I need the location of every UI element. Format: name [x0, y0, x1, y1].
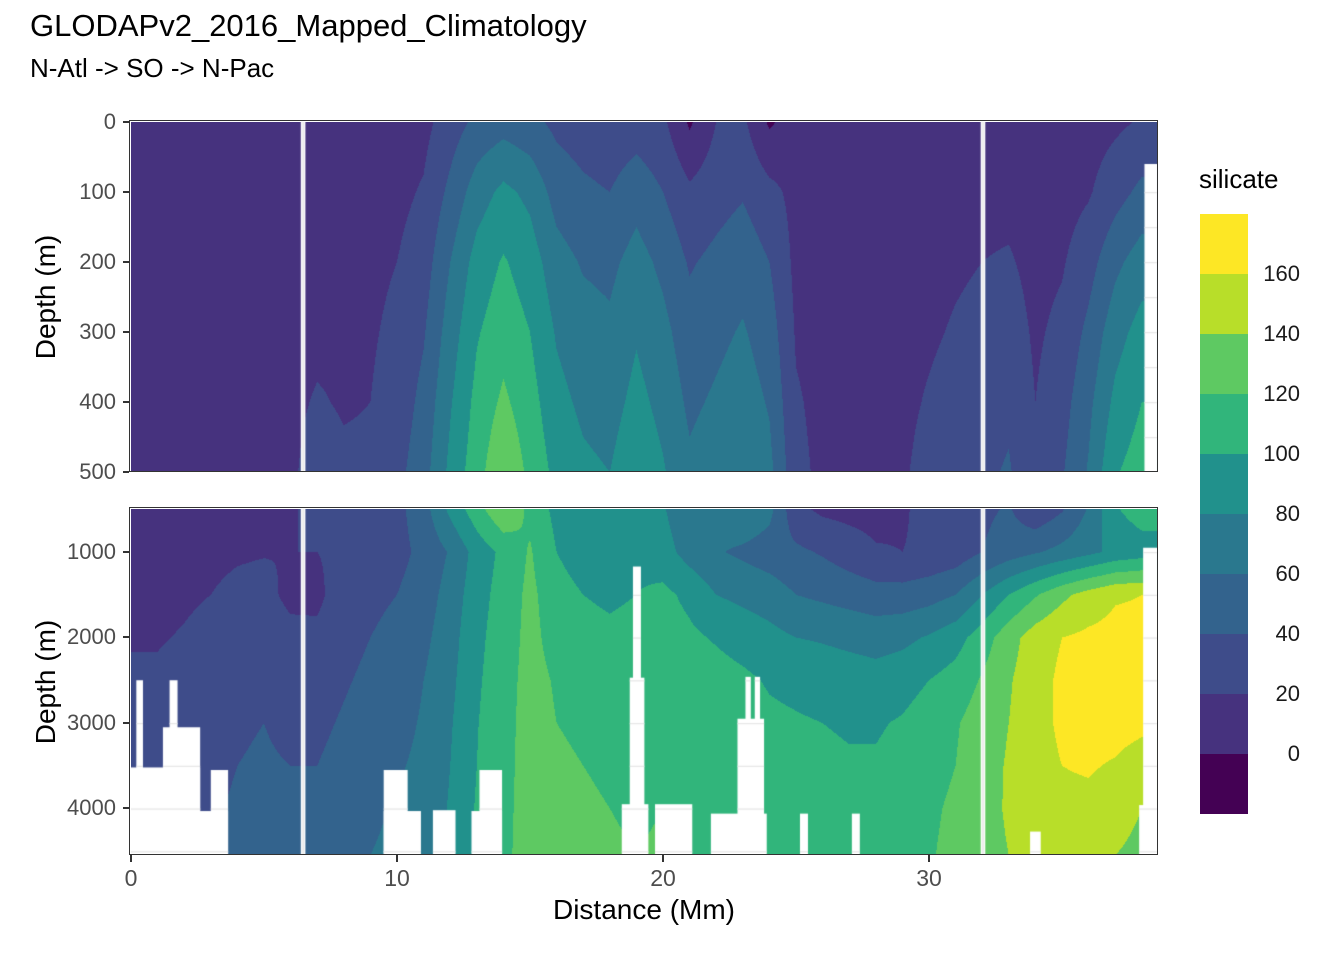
plot-subtitle: N-Atl -> SO -> N-Pac [30, 53, 275, 83]
lower-section-canvas [131, 509, 1158, 855]
legend-color-band [1200, 574, 1248, 634]
y-tick-mark [123, 807, 129, 810]
legend-color-band [1200, 454, 1248, 514]
legend-color-band [1200, 394, 1248, 454]
legend-break-label: 0 [1287, 741, 1300, 766]
y-tick-label: 100 [79, 179, 116, 204]
y-tick-mark [123, 471, 129, 473]
x-tick-mark [396, 855, 398, 862]
legend-break-label: 120 [1263, 381, 1300, 406]
x-tick-label: 30 [916, 865, 942, 891]
y-tick-label: 500 [79, 459, 116, 484]
y-tick-label: 3000 [67, 709, 116, 735]
legend-break-label: 60 [1275, 561, 1300, 586]
x-tick-mark [130, 855, 132, 862]
legend-color-band [1200, 214, 1248, 274]
legend-color-band [1200, 274, 1248, 334]
y-tick-mark [123, 261, 129, 263]
plot-title: GLODAPv2_2016_Mapped_Climatology [30, 8, 587, 43]
legend-color-band [1200, 514, 1248, 574]
legend-color-band [1200, 694, 1248, 754]
legend-color-band [1200, 334, 1248, 394]
x-tick-label: 20 [650, 865, 676, 891]
legend-break-label: 140 [1263, 321, 1300, 346]
y-tick-mark [123, 121, 129, 123]
legend-title: silicate [1199, 164, 1279, 194]
x-tick-label: 0 [124, 865, 138, 891]
legend-break-label: 80 [1275, 501, 1300, 526]
y-tick-mark [123, 331, 129, 333]
y-tick-label: 0 [103, 109, 116, 134]
y-tick-mark [123, 191, 129, 193]
y-tick-mark [123, 636, 129, 639]
y-tick-mark [123, 401, 129, 403]
x-tick-label: 10 [384, 865, 410, 891]
y-tick-label: 400 [79, 389, 116, 414]
x-axis-title: Distance (Mm) [552, 894, 736, 925]
y-tick-label: 200 [79, 249, 116, 274]
y-tick-label: 1000 [67, 539, 116, 564]
y-tick-label: 300 [79, 319, 116, 344]
y-tick-label: 4000 [67, 795, 116, 821]
x-tick-mark [662, 855, 664, 862]
y-tick-mark [123, 721, 129, 724]
legend-break-label: 40 [1275, 621, 1300, 646]
x-tick-mark [928, 855, 930, 862]
legend-color-band [1200, 634, 1248, 694]
legend-break-label: 20 [1275, 681, 1300, 706]
legend-break-label: 100 [1263, 441, 1300, 466]
legend-break-label: 160 [1263, 261, 1300, 286]
legend-color-band [1200, 754, 1248, 814]
y-tick-mark [123, 551, 129, 553]
upper-section-canvas [131, 122, 1158, 472]
y-tick-label: 2000 [67, 624, 116, 650]
